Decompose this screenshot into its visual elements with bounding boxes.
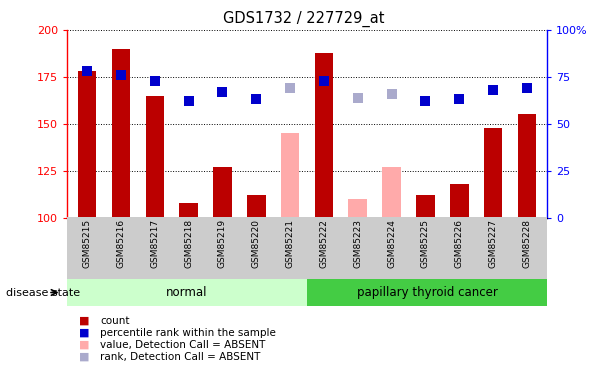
Text: GSM85224: GSM85224 <box>387 219 396 268</box>
Text: GSM85227: GSM85227 <box>489 219 497 268</box>
Text: GSM85221: GSM85221 <box>286 219 295 268</box>
Point <box>285 85 295 91</box>
Point <box>150 78 160 84</box>
Text: GSM85225: GSM85225 <box>421 219 430 268</box>
Text: ■: ■ <box>79 328 89 338</box>
Text: ■: ■ <box>79 340 89 350</box>
Point <box>353 94 362 100</box>
Text: GSM85215: GSM85215 <box>83 219 92 268</box>
Text: value, Detection Call = ABSENT: value, Detection Call = ABSENT <box>100 340 266 350</box>
Point <box>252 96 261 102</box>
Point <box>488 87 498 93</box>
Bar <box>247 195 266 217</box>
Bar <box>348 199 367 217</box>
Text: papillary thyroid cancer: papillary thyroid cancer <box>357 286 497 299</box>
Text: disease state: disease state <box>6 288 80 297</box>
Text: GDS1732 / 227729_at: GDS1732 / 227729_at <box>223 11 385 27</box>
Point <box>82 68 92 74</box>
Bar <box>179 202 198 217</box>
Text: GSM85220: GSM85220 <box>252 219 261 268</box>
Bar <box>112 49 130 217</box>
Text: GSM85218: GSM85218 <box>184 219 193 268</box>
Text: GSM85216: GSM85216 <box>117 219 125 268</box>
Bar <box>315 53 333 217</box>
Bar <box>484 128 502 218</box>
Text: ■: ■ <box>79 352 89 362</box>
Point <box>184 98 193 104</box>
Bar <box>382 167 401 218</box>
Point <box>454 96 464 102</box>
Text: percentile rank within the sample: percentile rank within the sample <box>100 328 276 338</box>
Text: count: count <box>100 316 130 326</box>
Point <box>421 98 430 104</box>
Text: GSM85223: GSM85223 <box>353 219 362 268</box>
Point <box>218 89 227 95</box>
Point <box>522 85 532 91</box>
Text: rank, Detection Call = ABSENT: rank, Detection Call = ABSENT <box>100 352 261 362</box>
Bar <box>416 195 435 217</box>
Point <box>387 91 396 97</box>
Point <box>319 78 329 84</box>
Bar <box>67 279 307 306</box>
Bar <box>517 114 536 218</box>
Bar <box>281 133 299 218</box>
Bar <box>307 279 547 306</box>
Text: GSM85222: GSM85222 <box>319 219 328 268</box>
Bar <box>78 71 97 217</box>
Bar <box>450 184 469 218</box>
Text: GSM85228: GSM85228 <box>522 219 531 268</box>
Text: normal: normal <box>166 286 208 299</box>
Text: GSM85219: GSM85219 <box>218 219 227 268</box>
Bar <box>213 167 232 218</box>
Text: GSM85226: GSM85226 <box>455 219 464 268</box>
Text: GSM85217: GSM85217 <box>150 219 159 268</box>
Point <box>116 72 126 78</box>
Bar <box>145 96 164 218</box>
Text: ■: ■ <box>79 316 89 326</box>
